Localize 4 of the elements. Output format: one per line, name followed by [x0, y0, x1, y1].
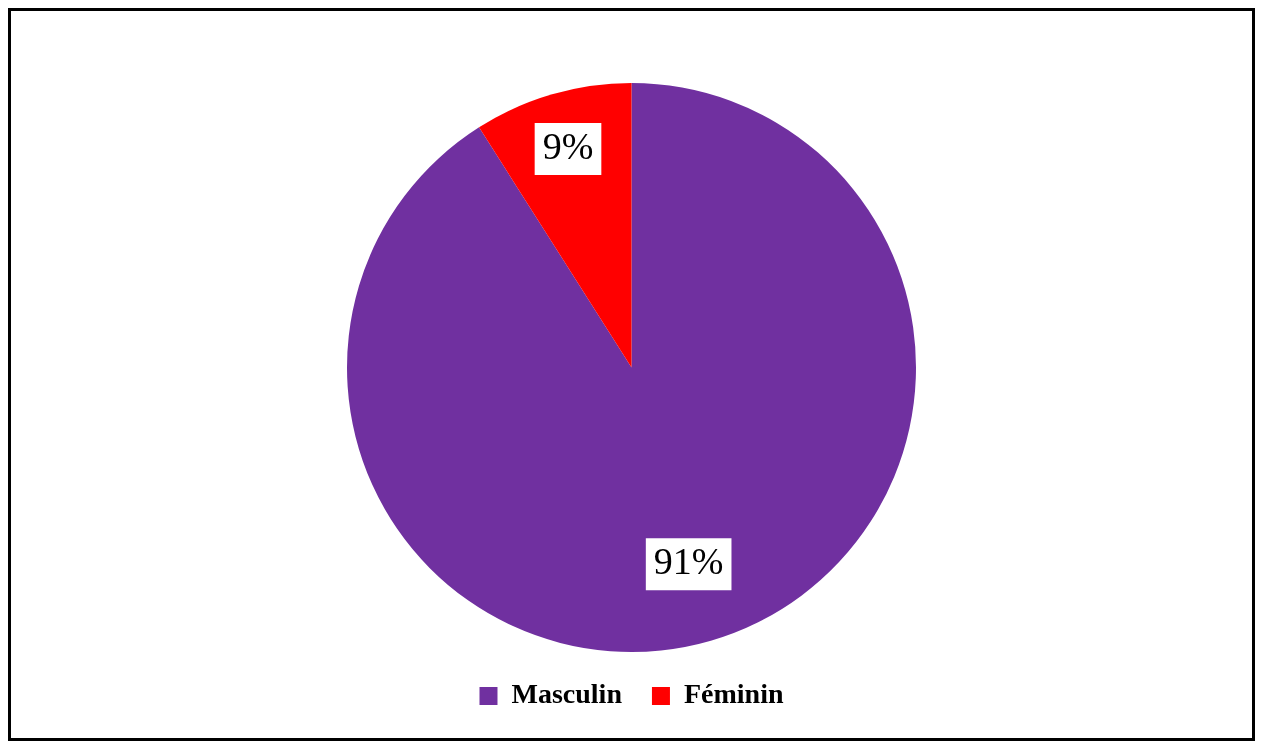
legend-label: Masculin — [511, 678, 623, 710]
legend-label: Féminin — [683, 678, 784, 710]
data-label: 9% — [542, 124, 594, 167]
data-label: 91% — [653, 540, 724, 583]
